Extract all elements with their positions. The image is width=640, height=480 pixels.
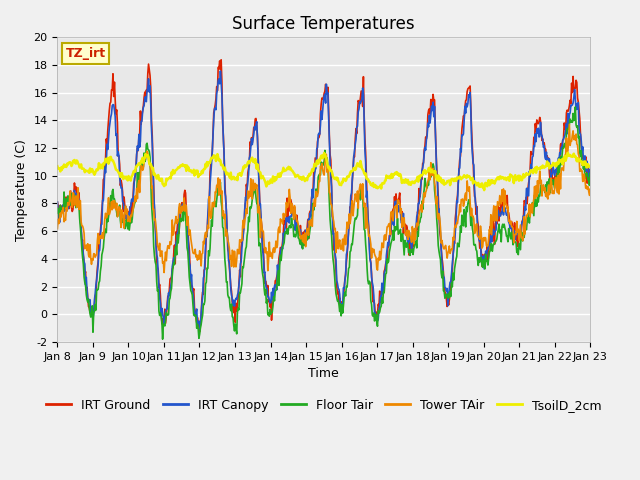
IRT Ground — [402, 232, 410, 238]
IRT Canopy — [434, 179, 442, 184]
Floor Tair — [159, 336, 166, 342]
X-axis label: Time: Time — [308, 367, 339, 380]
IRT Ground — [120, 194, 128, 200]
Floor Tair — [253, 202, 261, 208]
IRT Canopy — [196, 326, 204, 332]
Tower TAir — [120, 225, 128, 231]
TsoilD_2cm — [432, 174, 440, 180]
Line: Tower TAir: Tower TAir — [58, 124, 626, 273]
Floor Tair — [275, 282, 283, 288]
Tower TAir — [225, 245, 233, 251]
TsoilD_2cm — [225, 172, 232, 178]
IRT Canopy — [254, 158, 262, 164]
Tower TAir — [253, 191, 261, 196]
TsoilD_2cm — [275, 171, 282, 177]
Tower TAir — [566, 121, 573, 127]
IRT Ground — [276, 251, 284, 256]
Floor Tair — [433, 217, 440, 223]
Tower TAir — [54, 226, 61, 231]
Line: TsoilD_2cm: TsoilD_2cm — [58, 153, 626, 190]
IRT Ground — [218, 57, 225, 63]
Floor Tair — [120, 221, 128, 227]
Text: TZ_irt: TZ_irt — [65, 47, 106, 60]
TsoilD_2cm — [401, 180, 408, 186]
Line: IRT Ground: IRT Ground — [58, 60, 626, 332]
Floor Tair — [401, 238, 409, 243]
IRT Ground — [434, 180, 442, 186]
IRT Ground — [254, 156, 262, 161]
Tower TAir — [401, 228, 409, 234]
Y-axis label: Temperature (C): Temperature (C) — [15, 139, 28, 240]
IRT Canopy — [402, 228, 410, 233]
Floor Tair — [225, 295, 233, 300]
Floor Tair — [622, 181, 630, 187]
Tower TAir — [160, 270, 168, 276]
IRT Ground — [196, 329, 204, 335]
IRT Canopy — [216, 68, 224, 74]
TsoilD_2cm — [622, 163, 630, 168]
IRT Ground — [226, 274, 234, 279]
Title: Surface Temperatures: Surface Temperatures — [232, 15, 415, 33]
IRT Canopy — [276, 256, 284, 262]
IRT Ground — [622, 172, 630, 178]
TsoilD_2cm — [120, 174, 128, 180]
Line: Floor Tair: Floor Tair — [58, 107, 626, 339]
Floor Tair — [54, 205, 61, 211]
IRT Canopy — [120, 206, 128, 212]
TsoilD_2cm — [481, 187, 488, 193]
Line: IRT Canopy: IRT Canopy — [58, 71, 626, 329]
Legend: IRT Ground, IRT Canopy, Floor Tair, Tower TAir, TsoilD_2cm: IRT Ground, IRT Canopy, Floor Tair, Towe… — [41, 394, 607, 417]
IRT Canopy — [226, 271, 234, 276]
IRT Canopy — [54, 199, 61, 205]
Tower TAir — [433, 193, 440, 199]
TsoilD_2cm — [253, 166, 260, 172]
IRT Canopy — [622, 183, 630, 189]
TsoilD_2cm — [54, 163, 61, 169]
TsoilD_2cm — [564, 150, 572, 156]
IRT Ground — [54, 199, 61, 205]
Tower TAir — [622, 184, 630, 190]
Floor Tair — [572, 104, 579, 110]
Tower TAir — [275, 224, 283, 230]
